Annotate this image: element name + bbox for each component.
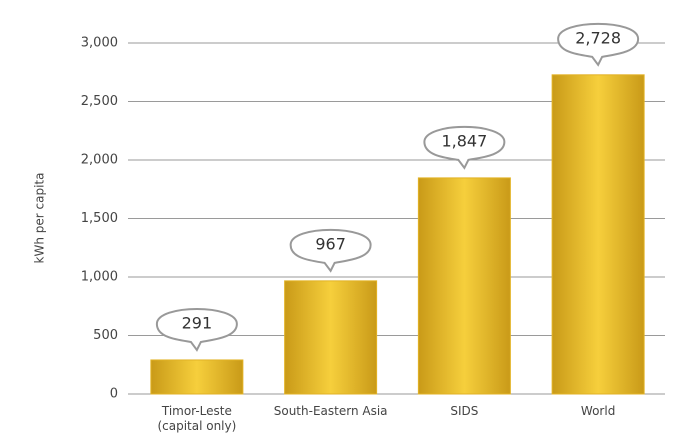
bar — [417, 177, 511, 395]
callout — [289, 228, 372, 273]
x-tick-wrap: Timor-Leste (capital only) — [157, 404, 237, 433]
y-tick-label: 2,000 — [81, 153, 118, 168]
bar — [150, 359, 244, 395]
y-tick-label: 3,000 — [81, 36, 118, 51]
value-label: 2,728 — [575, 28, 621, 47]
y-tick-label: 0 — [110, 387, 118, 402]
y-tick-label: 500 — [93, 328, 118, 343]
callout — [557, 22, 640, 67]
value-label: 967 — [315, 234, 346, 253]
y-axis-label: kWh per capita — [33, 173, 47, 264]
x-tick-wrap: South-Eastern Asia — [273, 404, 388, 418]
y-tick-label: 2,500 — [81, 94, 118, 109]
callout — [423, 126, 506, 170]
x-tick-label: South-Eastern Asia — [273, 404, 388, 418]
callout — [155, 308, 238, 352]
x-tick-wrap: SIDS — [450, 404, 479, 418]
y-tick-label: 1,500 — [81, 211, 118, 226]
x-tick-label: SIDS — [450, 404, 479, 418]
bar — [284, 280, 378, 395]
value-label: 291 — [182, 313, 213, 332]
x-tick-label: World — [580, 404, 616, 418]
value-label: 1,847 — [441, 131, 487, 150]
y-tick-label: 1,000 — [81, 270, 118, 285]
x-tick-label: Timor-Leste (capital only) — [157, 404, 237, 433]
x-tick-wrap: World — [580, 404, 616, 418]
bar — [551, 74, 645, 395]
